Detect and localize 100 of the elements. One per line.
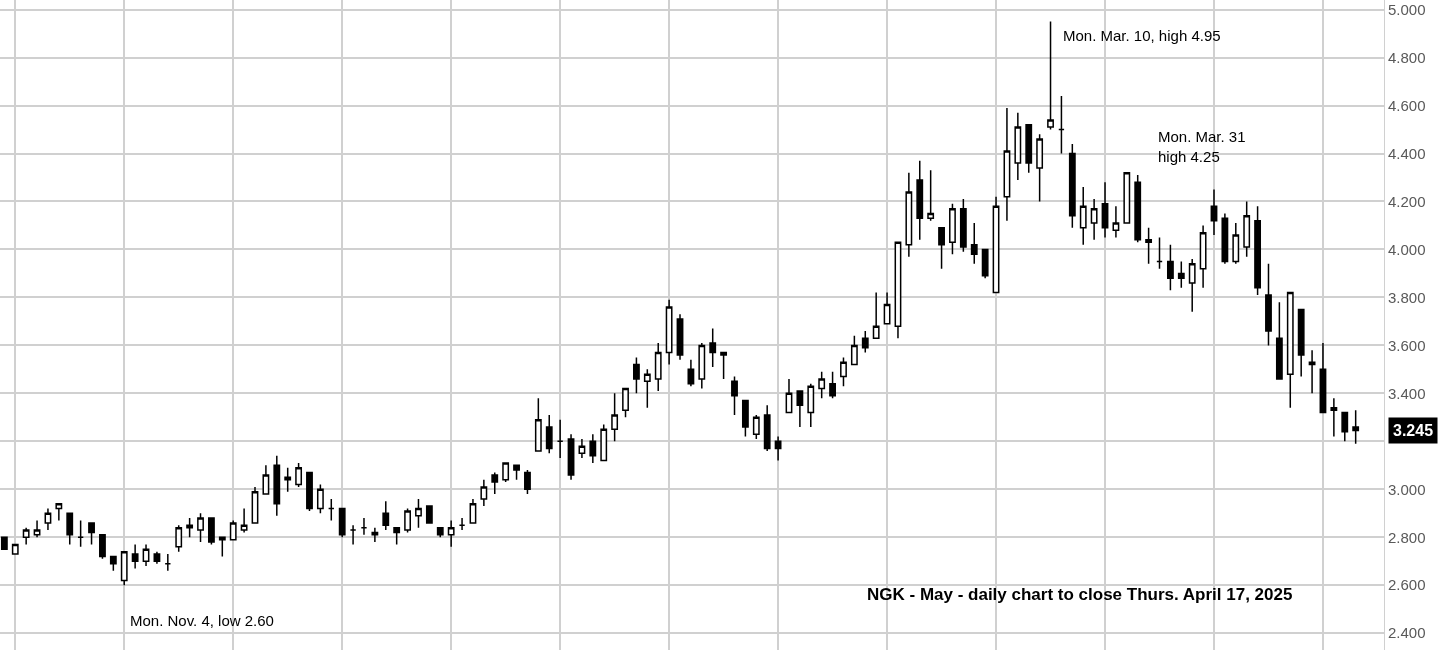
- candlestick: [1166, 243, 1174, 291]
- candlestick: [1352, 409, 1360, 445]
- candlestick: [818, 371, 826, 399]
- candlestick: [1145, 227, 1153, 265]
- candlestick: [0, 536, 8, 551]
- candlestick: [186, 517, 194, 539]
- candlestick: [218, 536, 226, 558]
- candlestick: [633, 356, 640, 395]
- candlestick: [1232, 222, 1240, 265]
- candlestick: [927, 169, 935, 222]
- y-tick-label: 2.400: [1388, 624, 1426, 642]
- candlestick: [1047, 20, 1054, 131]
- candlestick: [284, 466, 292, 493]
- candlestick: [1221, 212, 1229, 265]
- candlestick: [731, 375, 738, 416]
- candlestick: [545, 414, 553, 455]
- candlestick: [981, 248, 989, 279]
- candlestick: [66, 512, 74, 546]
- y-tick-label: 4.000: [1388, 240, 1426, 258]
- candlestick: [785, 378, 793, 414]
- candlestick: [752, 414, 760, 440]
- candlestick: [316, 483, 324, 515]
- candlestick: [502, 462, 510, 483]
- candlestick: [262, 464, 270, 495]
- candlestick: [1265, 263, 1272, 347]
- candlestick: [338, 507, 346, 539]
- candlestick: [1025, 123, 1033, 174]
- candlestick: [1330, 397, 1338, 438]
- candlestick: [643, 368, 651, 409]
- candlestick: [1123, 171, 1131, 224]
- text: 3.245: [1393, 422, 1434, 439]
- candlestick: [229, 519, 237, 541]
- candlestick: [1286, 291, 1294, 409]
- candlestick: [687, 359, 695, 387]
- candlestick: [425, 505, 433, 524]
- candlestick: [1243, 200, 1251, 258]
- candlestick: [197, 512, 204, 543]
- y-tick-label: 4.800: [1388, 48, 1426, 66]
- y-tick-label: 3.000: [1388, 480, 1426, 498]
- candlestick: [1188, 258, 1196, 313]
- candlestick: [371, 526, 379, 543]
- candlestick: [589, 433, 597, 464]
- candlestick: [774, 435, 782, 462]
- candlestick: [491, 471, 499, 495]
- candlestick: [600, 423, 608, 462]
- candlestick: [458, 517, 466, 531]
- candlestick: [905, 171, 913, 258]
- candlestick: [611, 392, 619, 443]
- candlestick: [1275, 301, 1283, 380]
- candlestick: [382, 500, 390, 531]
- annotation: Mon. Nov. 4, low 2.60: [130, 612, 274, 629]
- candlestick: [142, 543, 150, 567]
- candlestick: [447, 519, 455, 548]
- candlestick: [44, 507, 52, 531]
- y-tick-label: 4.400: [1388, 144, 1426, 162]
- candlestick: [709, 327, 717, 368]
- candlestick: [1112, 205, 1120, 239]
- candlestick: [949, 203, 956, 255]
- candlestick: [88, 522, 95, 546]
- candlestick: [1254, 205, 1262, 296]
- candlestick: [251, 486, 259, 524]
- candlestick: [720, 351, 728, 380]
- candlestick: [175, 524, 183, 553]
- y-tick-label: 3.400: [1388, 384, 1426, 402]
- candlestick: [404, 507, 411, 534]
- candlestick: [1156, 236, 1163, 270]
- candlestick: [513, 464, 520, 481]
- candlestick: [1210, 188, 1218, 236]
- candlestick: [676, 313, 684, 361]
- candlestick: [77, 519, 85, 548]
- candlestick: [131, 543, 139, 570]
- candlestick: [1177, 260, 1185, 289]
- candlestick: [153, 550, 161, 565]
- candlestick: [1134, 174, 1142, 243]
- candlestick: [393, 526, 401, 546]
- y-tick-label: 3.600: [1388, 336, 1426, 354]
- candlestick: [164, 553, 172, 572]
- candlestick: [207, 517, 215, 546]
- annotation: Mon. Mar. 31 high 4.25: [1158, 128, 1246, 165]
- candlestick: [872, 291, 880, 339]
- candlestick: [1058, 95, 1065, 155]
- candlestick: [1014, 111, 1022, 181]
- candlestick: [436, 526, 444, 539]
- candlestick: [120, 550, 128, 586]
- annotation: Mon. Mar. 10, high 4.95: [1063, 27, 1221, 44]
- candlestick: [1101, 181, 1109, 239]
- y-tick-label: 2.800: [1388, 528, 1426, 546]
- candlestick: [567, 433, 575, 481]
- candlestick: [22, 526, 30, 546]
- candlestick: [327, 498, 335, 522]
- candlestick: [1068, 143, 1076, 229]
- candlestick: [807, 383, 815, 428]
- candlestick: [883, 291, 891, 325]
- candlestick: [850, 335, 858, 366]
- candlestick: [1003, 107, 1011, 222]
- candlestick: [415, 498, 422, 529]
- candlestick: [763, 404, 771, 452]
- y-tick-label: 4.200: [1388, 192, 1426, 210]
- candlestick: [1090, 198, 1098, 241]
- candlestick: [796, 390, 804, 428]
